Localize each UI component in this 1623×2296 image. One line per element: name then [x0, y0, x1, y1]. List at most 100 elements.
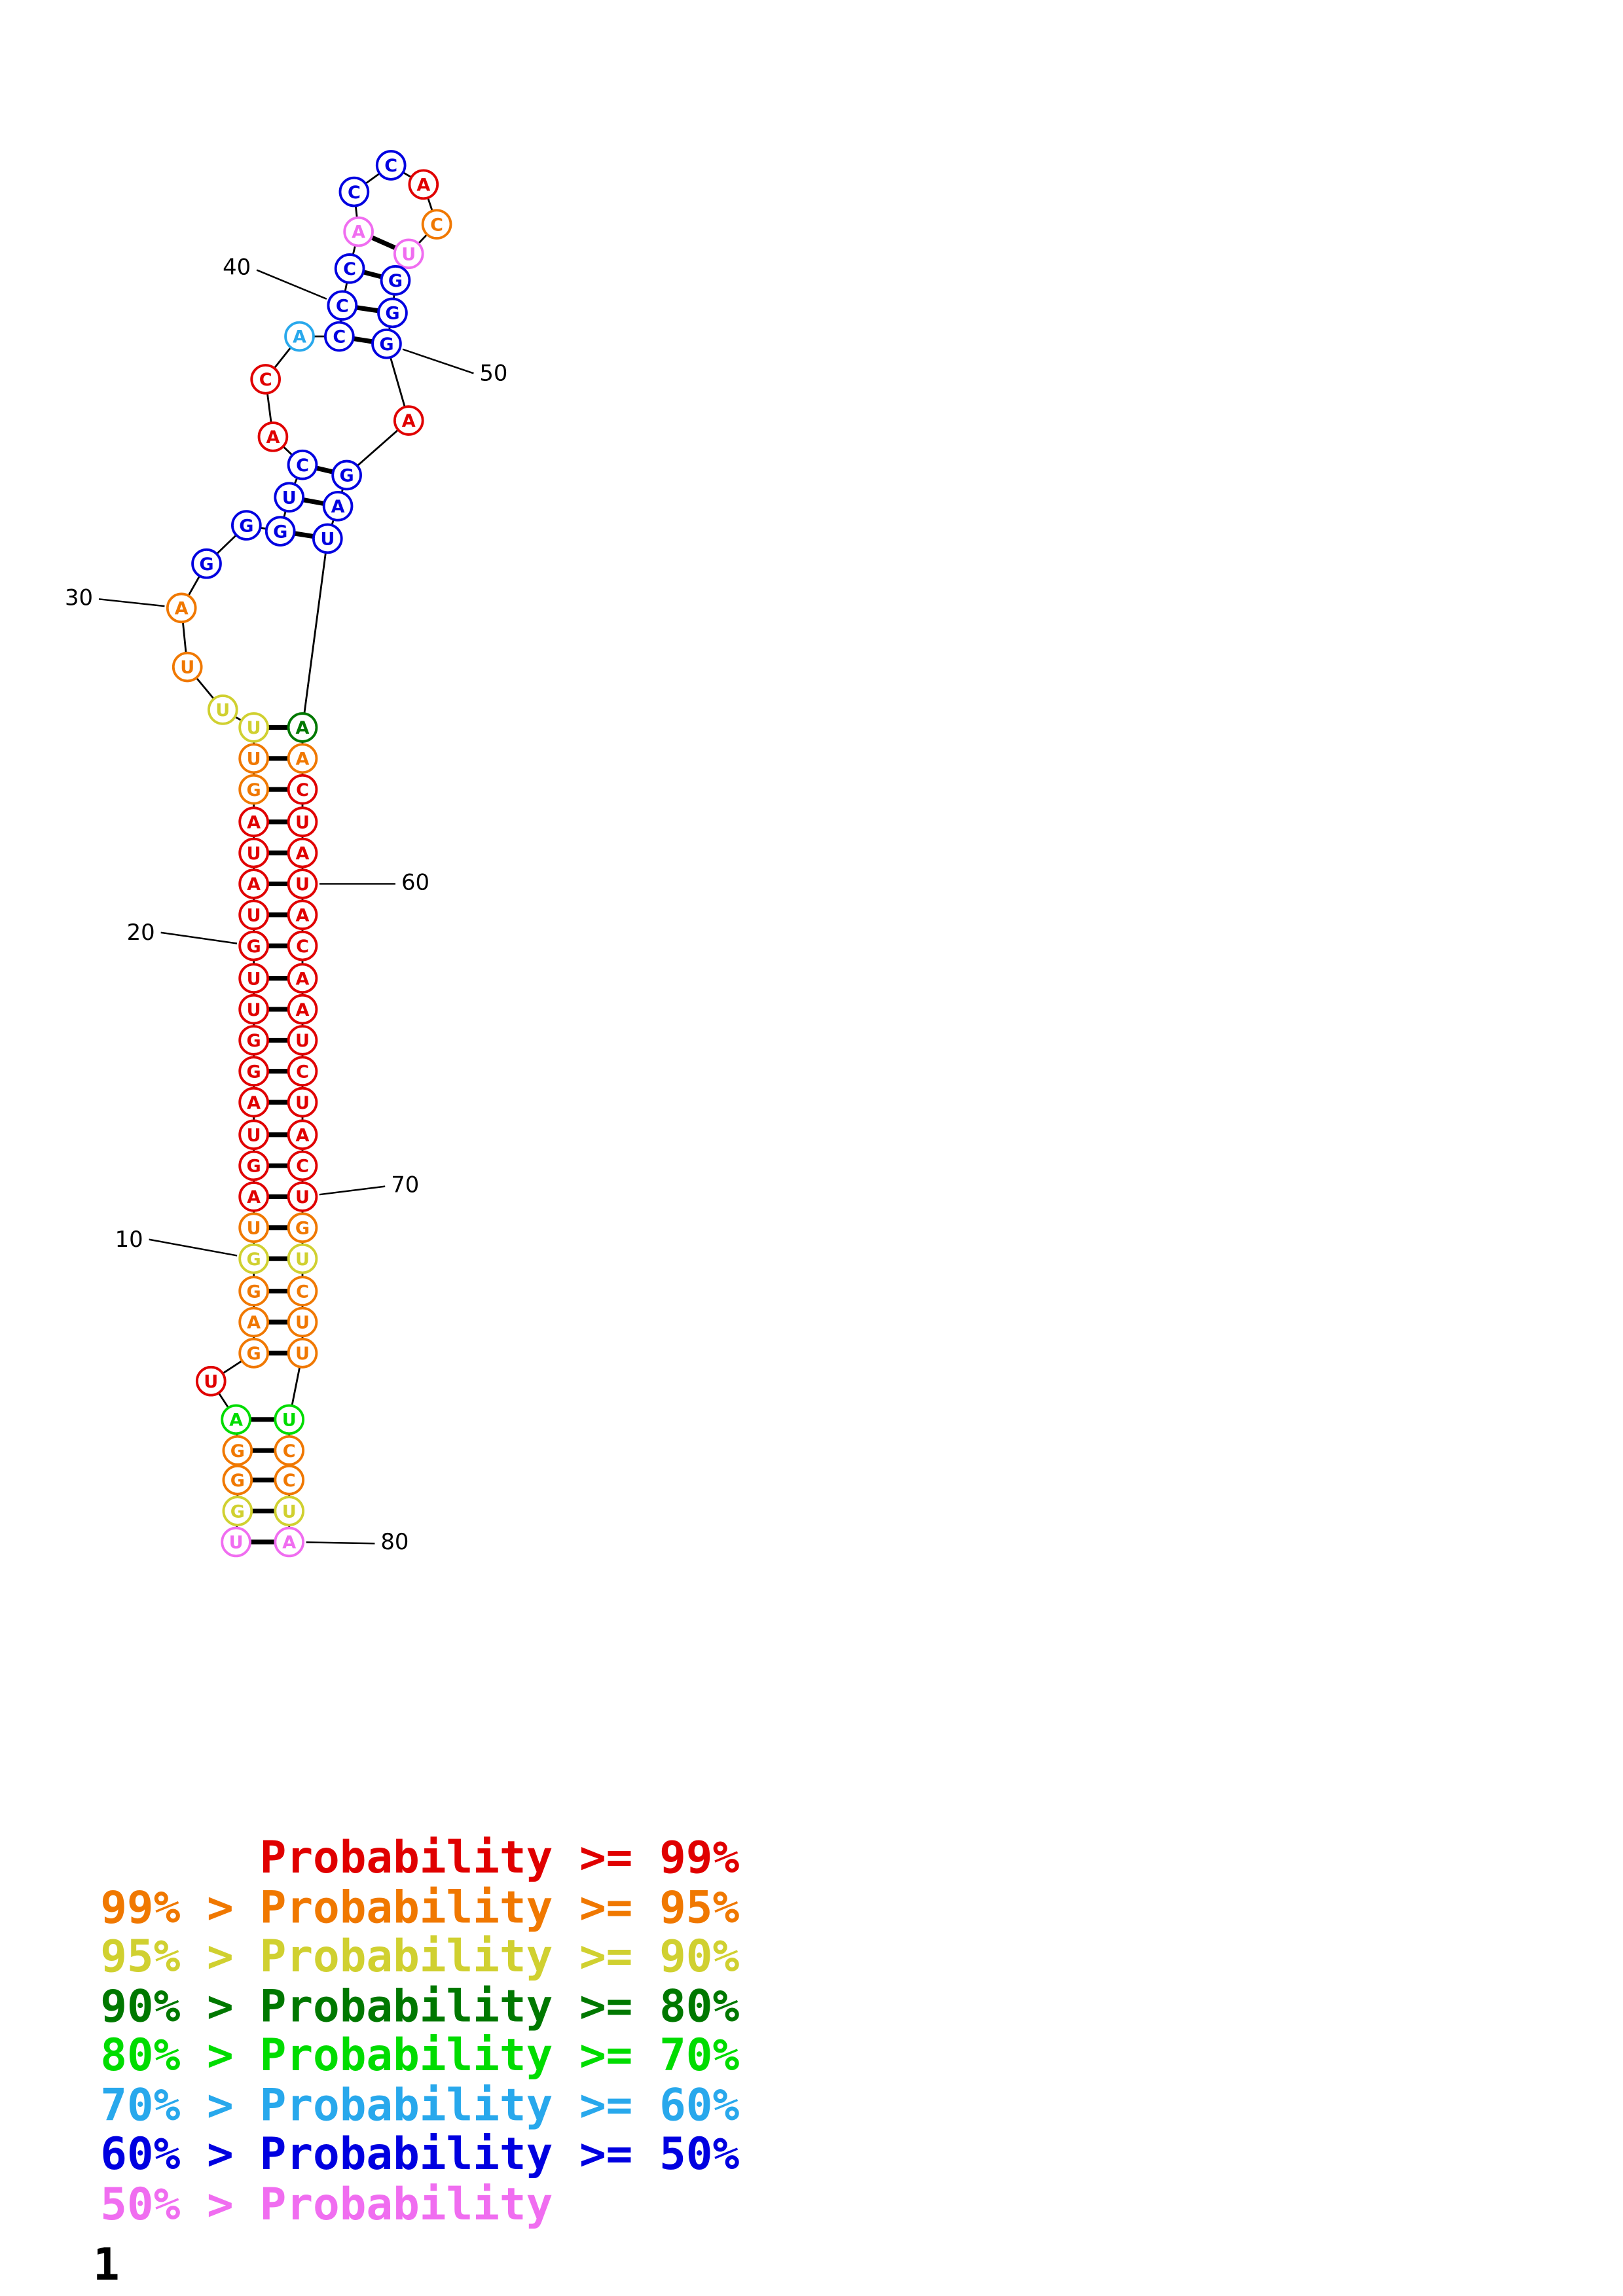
- nucleotide-letter: U: [247, 1000, 261, 1020]
- nucleotide-circle: [238, 1181, 269, 1212]
- nucleotide-letter: U: [282, 1410, 297, 1431]
- label-leader-line: [98, 598, 165, 607]
- nucleotide-circle: [287, 1119, 318, 1151]
- nucleotide-circle: [287, 1056, 318, 1087]
- nucleotide-letter: G: [247, 780, 261, 800]
- nucleotide-circle: [287, 1306, 318, 1338]
- nucleotide-circle: [287, 869, 318, 899]
- nucleotide-circle: [393, 405, 424, 436]
- nucleotide-circle: [334, 253, 365, 284]
- nucleotide-circle: [371, 328, 402, 359]
- nucleotide-letter: A: [296, 844, 310, 864]
- nucleotide-circle: [287, 743, 318, 774]
- nucleotide-letter: A: [266, 427, 280, 448]
- nucleotide-letter: U: [295, 812, 310, 833]
- nucleotide-letter: U: [401, 244, 416, 264]
- nucleotide-letter: G: [239, 516, 253, 536]
- nucleotide-letter: A: [296, 1125, 310, 1145]
- nucleotide-letter: G: [247, 1344, 261, 1364]
- nucleotide-letter: C: [348, 183, 361, 203]
- page-number: 1: [93, 2238, 120, 2290]
- nucleotide-letter: U: [247, 844, 261, 864]
- nucleotide-circle: [195, 1365, 227, 1397]
- nucleotide-letter: C: [259, 370, 272, 390]
- nucleotide-circle: [274, 1435, 305, 1466]
- position-label: 30: [65, 584, 93, 610]
- nucleotide-letter: A: [402, 411, 416, 431]
- nucleotide-circle: [274, 1496, 305, 1526]
- nucleotide-circle: [231, 510, 262, 541]
- nucleotide-letter: G: [385, 304, 399, 324]
- nucleotide-circle: [274, 482, 305, 513]
- position-labels: 10 20 30 40 50 60 70 80: [65, 254, 507, 1554]
- legend-label: Probability >= 70%: [260, 2029, 740, 2081]
- nucleotide-circle: [191, 548, 222, 579]
- legend-prefix: 50% >: [100, 2178, 233, 2230]
- backbone-segment: [301, 538, 329, 728]
- legend-row-p60: 70% > Probability >= 60%: [100, 2079, 739, 2131]
- nucleotide-letter: U: [215, 700, 230, 721]
- legend-prefix: 60% >: [100, 2128, 233, 2179]
- nucleotide-circle: [238, 930, 269, 961]
- nucleotide-letter: G: [247, 1062, 261, 1082]
- nucleotide-letter: A: [247, 1313, 261, 1333]
- position-label: 80: [380, 1529, 409, 1554]
- nucleotide-circle: [338, 176, 370, 207]
- nucleotide-letter: U: [247, 905, 261, 925]
- nucleotide-circle: [287, 1212, 318, 1244]
- legend-label: Probability >= 95%: [260, 1882, 740, 1933]
- nucleotide-letter: G: [247, 1157, 261, 1177]
- nucleotide-letter: U: [247, 969, 261, 989]
- nucleotide-circle: [264, 516, 296, 547]
- legend-prefix: 70% >: [100, 2079, 233, 2131]
- nucleotide-letter: U: [295, 874, 310, 895]
- nucleotide-letter: G: [295, 1218, 310, 1238]
- nucleotide-letter: G: [230, 1441, 245, 1462]
- nucleotide-circle: [287, 837, 318, 869]
- nucleotide-letter: G: [247, 1031, 261, 1051]
- nucleotide-letter: U: [295, 1313, 310, 1333]
- nucleotide-circle: [287, 1150, 318, 1181]
- position-label: 20: [127, 920, 155, 945]
- position-label: 40: [223, 254, 251, 279]
- nucleotide-circle: [238, 1056, 269, 1087]
- nucleotide-circle: [375, 150, 407, 181]
- nucleotide-circle: [324, 321, 355, 352]
- nucleotide-letter: C: [343, 259, 356, 279]
- legend-label: Probability >= 99%: [260, 1831, 740, 1883]
- nucleotide-circle: [238, 1212, 269, 1244]
- nucleotide-letter: A: [247, 812, 261, 833]
- nucleotide-circle: [238, 963, 269, 994]
- nucleotide-letter: U: [282, 1501, 297, 1522]
- nucleotide-letter: U: [295, 1344, 310, 1364]
- legend-label: Probability: [260, 2178, 553, 2230]
- legend-row-p90: 95% > Probability >= 90%: [100, 1930, 739, 1982]
- nucleotide-letter: C: [384, 156, 397, 176]
- nucleotide-circle: [238, 712, 269, 743]
- nucleotide-circle: [287, 994, 318, 1025]
- nucleotide-letter: A: [175, 599, 189, 619]
- nucleotide-letter: U: [295, 1249, 310, 1270]
- legend-prefix: 99% >: [100, 1882, 233, 1933]
- nucleotide-letter: G: [340, 466, 354, 486]
- nucleotide-circle: [287, 712, 318, 743]
- nucleotide-circle: [238, 869, 269, 899]
- nucleotide-letter: C: [336, 296, 349, 316]
- nucleotide-circle: [287, 449, 318, 480]
- legend-row-below50: 50% > Probability: [100, 2178, 553, 2230]
- nucleotide-circle: [287, 774, 318, 805]
- nucleotide-circle: [238, 806, 269, 838]
- nucleotide-letter: U: [247, 1218, 261, 1238]
- nucleotide-letter: A: [229, 1410, 243, 1431]
- nucleotide-circle: [274, 1526, 305, 1558]
- nucleotide-letter: U: [247, 1125, 261, 1145]
- label-leader-line: [402, 348, 474, 374]
- nucleotide-circle: [257, 421, 289, 452]
- label-leader-line: [319, 1185, 386, 1196]
- nucleotide-letter: C: [296, 1062, 309, 1082]
- legend-row-p50: 60% > Probability >= 50%: [100, 2128, 739, 2179]
- nucleotide-letter: A: [282, 1533, 296, 1553]
- nucleotide-circle: [172, 651, 203, 683]
- nucleotide-letter: C: [333, 327, 346, 348]
